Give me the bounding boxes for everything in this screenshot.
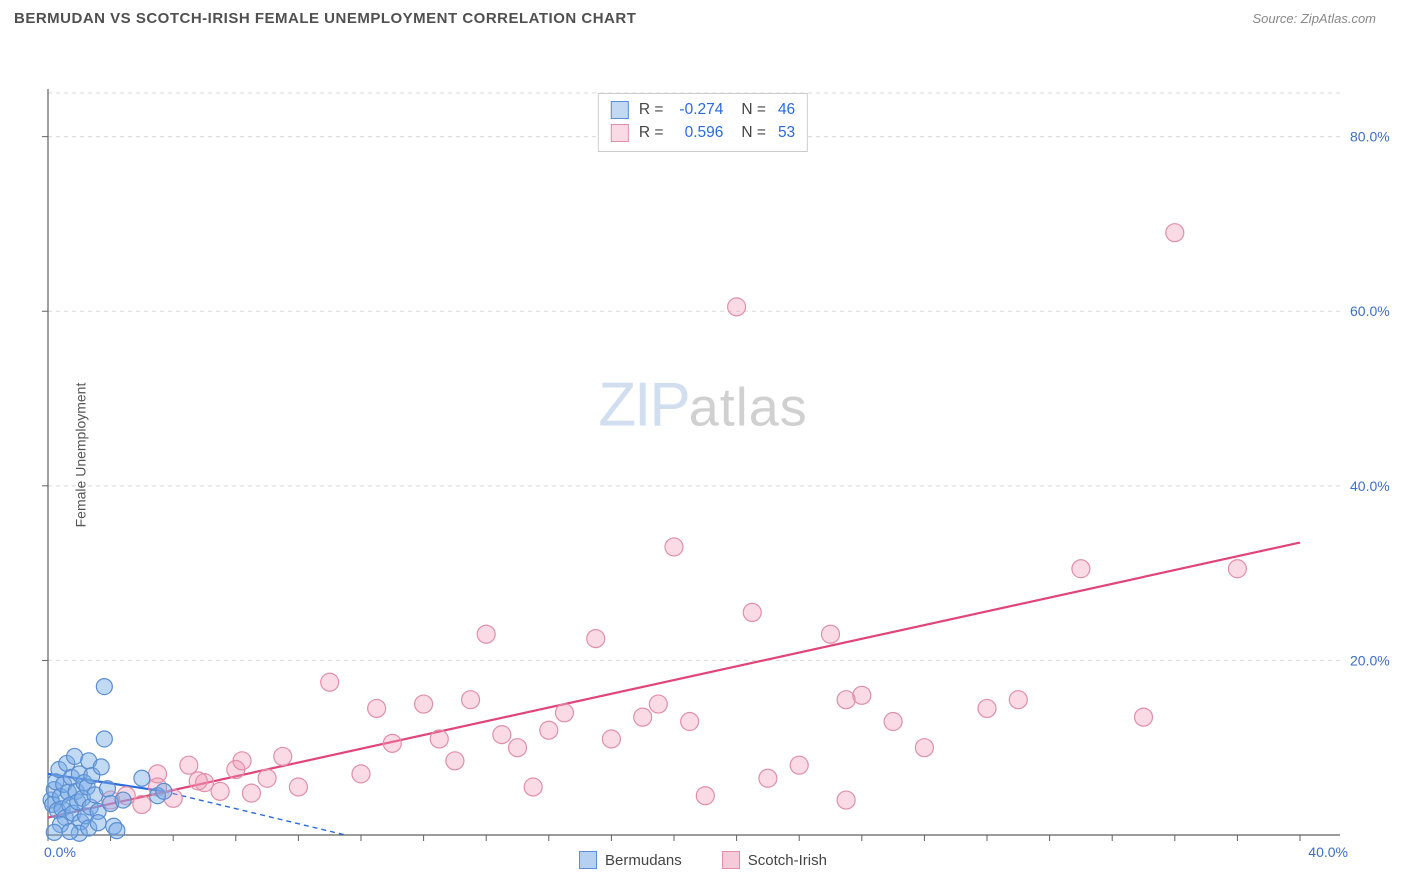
stats-row-bermudans: R = -0.274 N = 46 xyxy=(611,98,795,121)
swatch-bermudans xyxy=(611,101,629,119)
n-label: N = xyxy=(741,121,766,144)
n-label: N = xyxy=(741,98,766,121)
r-label: R = xyxy=(639,98,664,121)
legend-item-scotch-irish: Scotch-Irish xyxy=(722,851,827,869)
n-value-scotch-irish: 53 xyxy=(778,121,795,144)
legend-label-scotch-irish: Scotch-Irish xyxy=(748,852,827,869)
chart-source: Source: ZipAtlas.com xyxy=(1252,11,1376,26)
swatch-scotch-irish xyxy=(611,124,629,142)
chart-container: Female Unemployment 20.0% 40.0% 60.0% 80.0%… xyxy=(0,35,1406,875)
svg-text:80.0%: 80.0% xyxy=(1350,129,1390,145)
legend-label-bermudans: Bermudans xyxy=(605,852,682,869)
legend-swatch-scotch-irish xyxy=(722,851,740,869)
y-axis-label: Female Unemployment xyxy=(72,383,88,528)
scatter-chart: 20.0% 40.0% 60.0% 80.0% 0.0% 40.0% xyxy=(0,35,1406,875)
svg-text:40.0%: 40.0% xyxy=(1350,478,1390,494)
legend-swatch-bermudans xyxy=(579,851,597,869)
svg-text:20.0%: 20.0% xyxy=(1350,652,1390,668)
chart-header: BERMUDAN VS SCOTCH-IRISH FEMALE UNEMPLOY… xyxy=(0,0,1406,35)
legend-item-bermudans: Bermudans xyxy=(579,851,682,869)
stats-row-scotch-irish: R = 0.596 N = 53 xyxy=(611,121,795,144)
r-label: R = xyxy=(639,121,664,144)
r-value-scotch-irish: 0.596 xyxy=(675,121,723,144)
r-value-bermudans: -0.274 xyxy=(675,98,723,121)
svg-text:60.0%: 60.0% xyxy=(1350,303,1390,319)
n-value-bermudans: 46 xyxy=(778,98,795,121)
chart-title: BERMUDAN VS SCOTCH-IRISH FEMALE UNEMPLOY… xyxy=(14,10,636,27)
svg-text:40.0%: 40.0% xyxy=(1308,844,1348,860)
svg-text:0.0%: 0.0% xyxy=(44,844,76,860)
correlation-stats-box: R = -0.274 N = 46 R = 0.596 N = 53 xyxy=(598,93,808,152)
bottom-legend: Bermudans Scotch-Irish xyxy=(579,851,827,869)
